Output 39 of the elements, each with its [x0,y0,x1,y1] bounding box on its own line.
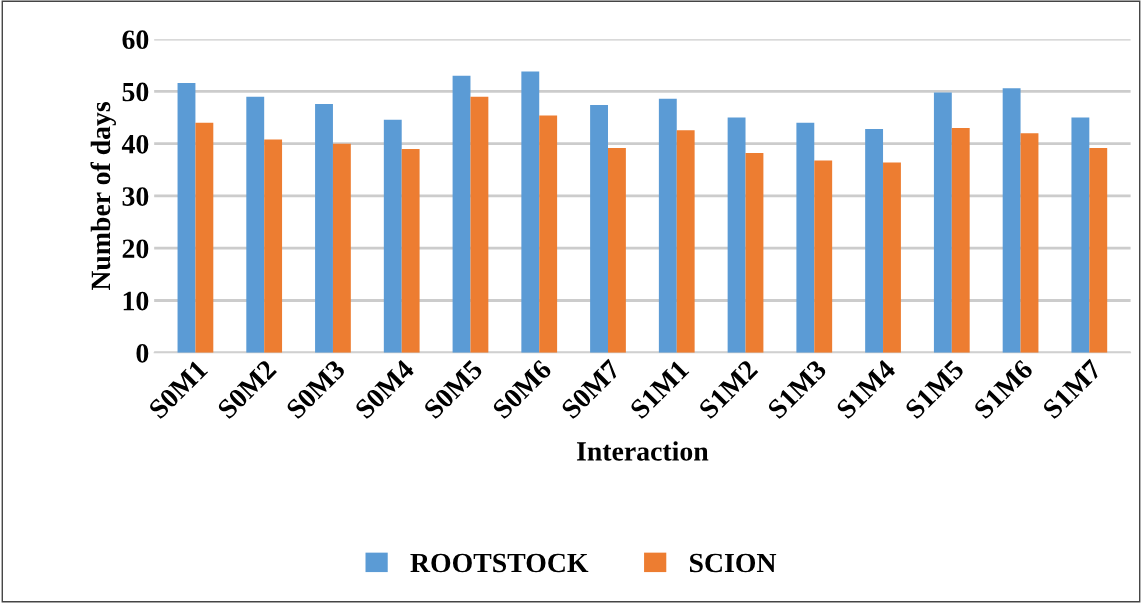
bar [933,92,952,353]
bar [332,143,351,353]
bar [383,119,402,353]
y-tick-label: 0 [136,343,149,363]
bar [658,98,677,353]
bar [727,117,746,353]
bar [195,122,214,353]
bar [1071,117,1090,353]
bar [676,130,695,353]
bar [1002,88,1021,353]
bar [745,153,764,353]
bar [470,96,489,353]
bar [796,122,815,353]
bar [865,129,884,353]
y-axis-title: Number of days [90,101,116,291]
bar [315,104,333,353]
y-tick-label: 30 [122,187,149,206]
y-tick-label: 60 [122,30,149,50]
bar [607,147,626,353]
x-axis-title: Interaction [576,441,709,461]
bar [264,139,283,353]
bar [1089,147,1108,353]
bar [951,128,970,353]
bar [1020,133,1039,353]
y-tick-label: 20 [122,239,149,259]
y-tick-label: 40 [121,134,149,154]
bar [883,162,901,353]
bar [590,105,608,353]
bar [814,160,833,353]
bar [401,148,420,353]
legend-label: SCION [689,553,777,573]
y-tick-label: 50 [122,82,149,102]
bar [177,83,196,353]
y-tick-label: 10 [123,291,149,311]
bar [521,71,540,353]
bar [452,75,471,353]
legend-label: ROOTSTOCK [410,553,589,573]
bar [246,96,265,353]
bar [539,115,558,353]
